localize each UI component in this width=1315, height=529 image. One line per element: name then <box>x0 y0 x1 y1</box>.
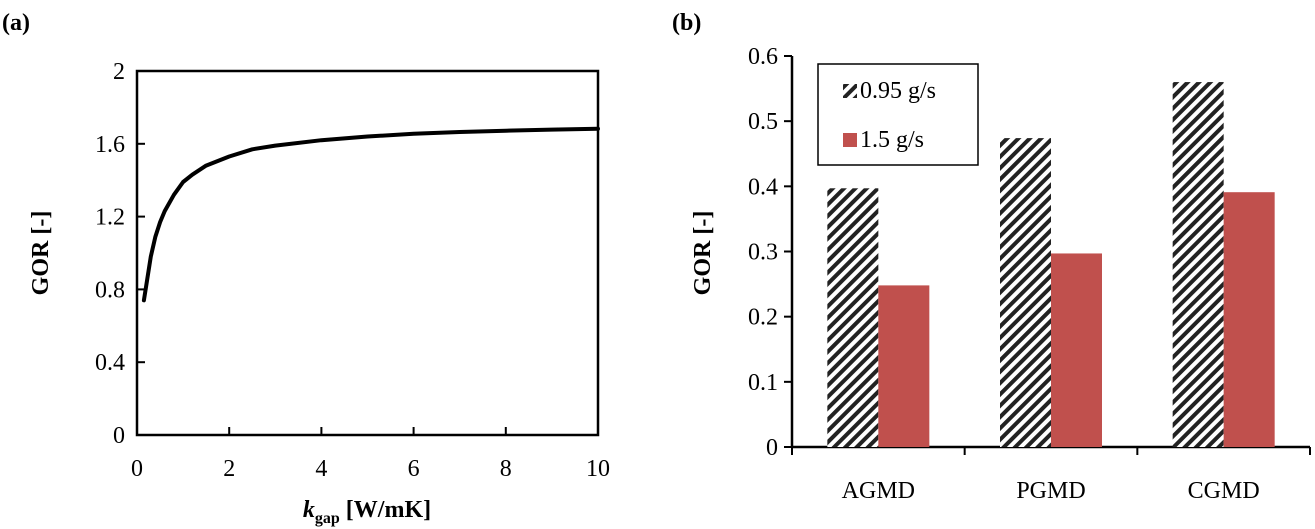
bars <box>827 82 1275 448</box>
y-axis-ticks-b: 0 0.1 0.2 0.3 0.4 0.5 0.6 <box>748 44 792 461</box>
legend-label-095: 0.95 g/s <box>860 78 936 104</box>
x-tick-label: 0 <box>131 456 143 482</box>
y-axis-label-a: GOR [-] <box>28 211 54 296</box>
bar-pgmd-series-1 <box>1000 138 1051 448</box>
x-tick-label: 4 <box>315 456 327 482</box>
bar-agmd-series-1 <box>827 188 879 447</box>
x-tick-label: 6 <box>408 456 420 482</box>
y-tick-label: 1.6 <box>95 132 125 158</box>
y-tick-label: 0.3 <box>748 240 778 266</box>
line-chart: 0 0.4 0.8 1.2 1.6 2 0 2 4 6 8 10 GOR [-] kgap [W/m… <box>28 59 610 527</box>
x-tick-label: 10 <box>586 456 610 482</box>
x-tick-label: 2 <box>223 456 235 482</box>
y-tick-label: 0.5 <box>748 109 778 135</box>
legend-swatch-15 <box>843 133 857 147</box>
x-tick-label: 8 <box>500 456 512 482</box>
legend-swatch-095 <box>843 84 857 98</box>
legend-label-15: 1.5 g/s <box>860 127 924 153</box>
y-tick-label: 2 <box>113 59 125 85</box>
panel-a-label: (a) <box>2 10 30 36</box>
y-tick-label: 0 <box>113 423 125 449</box>
y-tick-label: 0.4 <box>95 350 125 376</box>
bar-cgmd-series-1 <box>1172 82 1224 448</box>
bar-chart: 0 0.1 0.2 0.3 0.4 0.5 0.6 AGMD PGMD CGMD GOR [-]… <box>690 44 1311 504</box>
y-tick-label: 0.2 <box>748 305 778 331</box>
legend-box <box>817 63 979 166</box>
y-tick-label: 0.8 <box>95 277 125 303</box>
y-tick-label: 0 <box>766 435 778 461</box>
x-axis-ticks-b: AGMD PGMD CGMD <box>791 447 1311 504</box>
plot-area-frame <box>135 69 600 437</box>
bar-agmd-series-2 <box>878 285 930 447</box>
x-axis-ticks-a: 0 2 4 6 8 10 <box>131 427 610 482</box>
x-tick-label: CGMD <box>1188 478 1260 504</box>
x-tick-label: AGMD <box>842 478 915 504</box>
y-tick-label: 0.1 <box>748 370 778 396</box>
bar-cgmd-series-2 <box>1223 192 1275 447</box>
bar-pgmd-series-2 <box>1051 253 1102 447</box>
x-axis-label-a: kgap [W/mK] <box>303 497 431 527</box>
y-axis-label-b: GOR [-] <box>690 211 716 296</box>
y-tick-label: 1.2 <box>95 205 125 231</box>
y-tick-label: 0.6 <box>748 44 778 70</box>
panel-b-label: (b) <box>672 10 701 36</box>
gor-curve <box>141 126 600 303</box>
x-tick-label: PGMD <box>1016 478 1085 504</box>
y-axis-ticks-a: 0 0.4 0.8 1.2 1.6 2 <box>95 59 145 449</box>
legend: 0.95 g/s 1.5 g/s <box>817 63 979 166</box>
y-tick-label: 0.4 <box>748 174 778 200</box>
